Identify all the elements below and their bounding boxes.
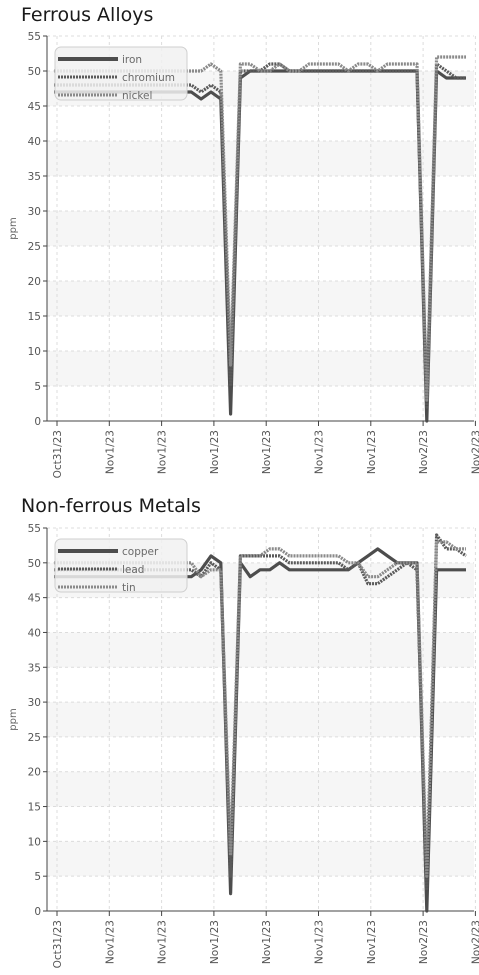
chart-panel-ferrous: Ferrous Alloys Oct31/23 Nov1/23 Nov1/23 Nov… — [8, 4, 479, 478]
y-tick-label: 30 — [28, 697, 41, 709]
legend-label-tin: tin — [122, 582, 136, 594]
legend-label-nickel: nickel — [122, 90, 152, 102]
y-tick-label: 5 — [34, 871, 41, 883]
legend-label-copper: copper — [122, 546, 159, 558]
x-tick-label: Nov1/23 — [314, 430, 326, 474]
y-tick-label: 25 — [28, 241, 41, 253]
x-tick-label: Nov2/23 — [418, 920, 430, 964]
y-tick-label: 20 — [28, 276, 41, 288]
x-tick-label: Nov1/23 — [157, 920, 169, 964]
grid-band — [47, 841, 474, 877]
y-tick-label: 55 — [28, 31, 41, 43]
x-tick-label: Nov1/23 — [209, 920, 221, 964]
grid-band — [47, 771, 474, 807]
y-tick-label: 35 — [28, 662, 41, 674]
x-tick-label: Nov1/23 — [261, 920, 273, 964]
grid-band — [47, 211, 474, 246]
x-tick-label: Nov1/23 — [366, 920, 378, 964]
x-tick-label: Nov2/23 — [470, 430, 479, 474]
y-tick-label: 30 — [28, 206, 41, 218]
y-tick-label: 40 — [28, 136, 41, 148]
grid-band — [47, 632, 474, 668]
y-tick-label: 55 — [28, 523, 41, 535]
legend-label-lead: lead — [122, 564, 144, 576]
legend: copper lead tin — [54, 538, 188, 594]
grid-band — [47, 702, 474, 737]
legend-label-chromium: chromium — [122, 72, 175, 84]
x-tick-label: Nov1/23 — [104, 920, 116, 964]
chart-panel-non-ferrous: Non-ferrous Metals Oct31/23 Nov1/23 Nov1/2… — [0, 490, 479, 975]
y-tick-label: 25 — [28, 732, 41, 744]
chart-plot: Oct31/23 Nov1/23 Nov1/23 Nov1/23 Nov1/23 Nov1… — [8, 31, 479, 478]
y-tick-label: 45 — [28, 593, 41, 605]
chart-title: Ferrous Alloys — [21, 4, 154, 26]
x-tick-label: Nov1/23 — [209, 430, 221, 474]
y-tick-label: 45 — [28, 101, 41, 113]
y-tick-label: 20 — [28, 767, 41, 779]
y-tick-label: 0 — [34, 416, 41, 428]
x-tick-label: Nov2/23 — [418, 430, 430, 474]
grid-band — [47, 281, 474, 316]
x-tick-label: Nov1/23 — [261, 430, 273, 474]
x-tick-label: Nov1/23 — [366, 430, 378, 474]
x-tick-label: Nov1/23 — [157, 430, 169, 474]
chart-plot: Oct31/23 Nov1/23 Nov1/23 Nov1/23 Nov1/23 Nov1… — [8, 523, 479, 968]
legend: iron chromium nickel — [54, 46, 188, 102]
grid-band — [47, 351, 474, 386]
legend-box — [54, 538, 188, 593]
y-tick-label: 5 — [34, 381, 41, 393]
grid-band — [47, 141, 474, 176]
y-tick-label: 0 — [34, 906, 41, 918]
y-axis-label: ppm — [8, 708, 19, 730]
x-tick-label: Oct31/23 — [52, 920, 64, 968]
chart-title: Non-ferrous Metals — [21, 495, 201, 517]
y-tick-label: 40 — [28, 627, 41, 639]
legend-label-iron: iron — [122, 54, 142, 66]
x-tick-label: Nov2/23 — [470, 920, 479, 964]
x-tick-label: Nov1/23 — [104, 430, 116, 474]
y-tick-label: 10 — [28, 836, 41, 848]
y-tick-label: 50 — [28, 66, 41, 78]
y-axis-label: ppm — [8, 217, 19, 239]
y-tick-label: 35 — [28, 171, 41, 183]
y-tick-label: 15 — [28, 311, 41, 323]
y-tick-label: 15 — [28, 802, 41, 814]
y-tick-label: 10 — [28, 346, 41, 358]
y-tick-label: 50 — [28, 558, 41, 570]
series-line-tin — [54, 540, 466, 878]
x-tick-label: Nov1/23 — [314, 920, 326, 964]
x-tick-label: Oct31/23 — [52, 430, 64, 478]
series-line-chromium — [54, 62, 466, 409]
